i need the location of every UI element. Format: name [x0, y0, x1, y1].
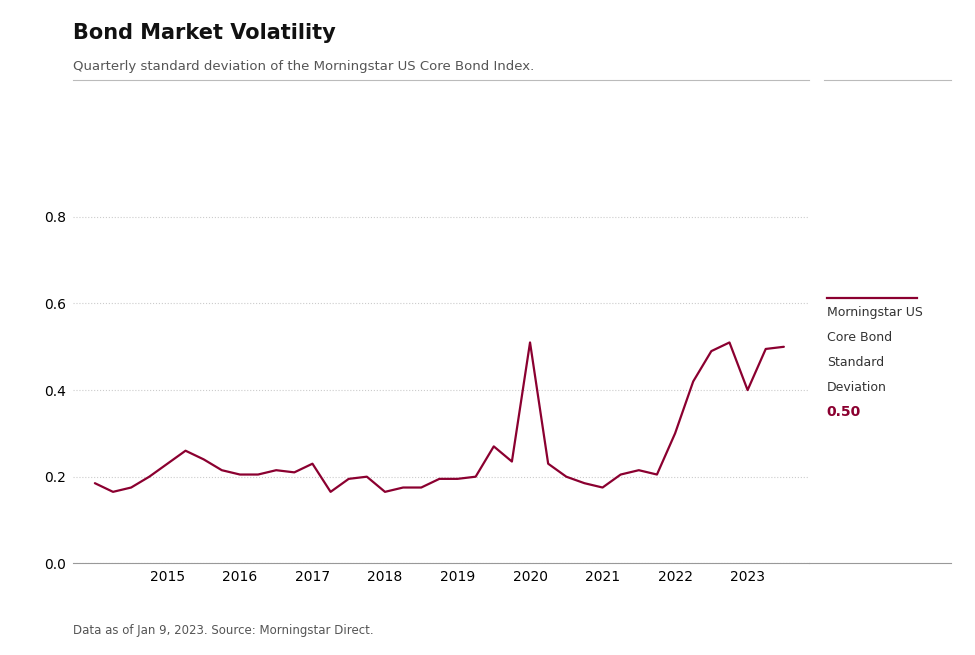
Text: Deviation: Deviation [827, 381, 886, 394]
Text: Quarterly standard deviation of the Morningstar US Core Bond Index.: Quarterly standard deviation of the Morn… [73, 60, 534, 73]
Text: Standard: Standard [827, 356, 884, 369]
Text: Core Bond: Core Bond [827, 331, 892, 344]
Text: 0.50: 0.50 [827, 405, 861, 419]
Text: Bond Market Volatility: Bond Market Volatility [73, 23, 335, 43]
Text: Data as of Jan 9, 2023. Source: Morningstar Direct.: Data as of Jan 9, 2023. Source: Mornings… [73, 624, 373, 637]
Text: Morningstar US: Morningstar US [827, 306, 922, 319]
